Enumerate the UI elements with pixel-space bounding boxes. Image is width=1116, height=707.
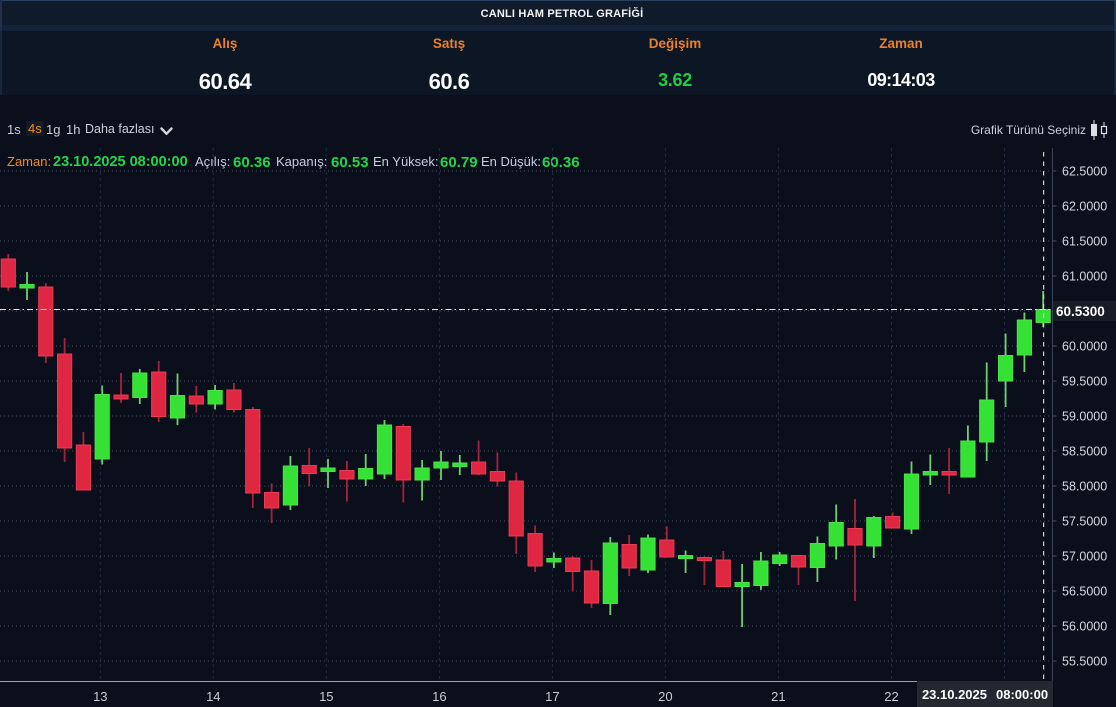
svg-text:55.5000: 55.5000 [1062,655,1107,669]
svg-text:61.5000: 61.5000 [1062,235,1107,249]
svg-text:56.0000: 56.0000 [1062,620,1107,634]
svg-text:56.5000: 56.5000 [1062,585,1107,599]
svg-text:60.5300: 60.5300 [1056,304,1105,319]
svg-text:57.0000: 57.0000 [1062,550,1107,564]
svg-text:59.0000: 59.0000 [1062,410,1107,424]
svg-text:59.5000: 59.5000 [1062,375,1107,389]
svg-text:60.0000: 60.0000 [1062,340,1107,354]
svg-text:62.5000: 62.5000 [1062,165,1107,179]
svg-text:57.5000: 57.5000 [1062,515,1107,529]
svg-text:58.0000: 58.0000 [1062,480,1107,494]
svg-text:62.0000: 62.0000 [1062,200,1107,214]
svg-text:61.0000: 61.0000 [1062,270,1107,284]
svg-text:58.5000: 58.5000 [1062,445,1107,459]
